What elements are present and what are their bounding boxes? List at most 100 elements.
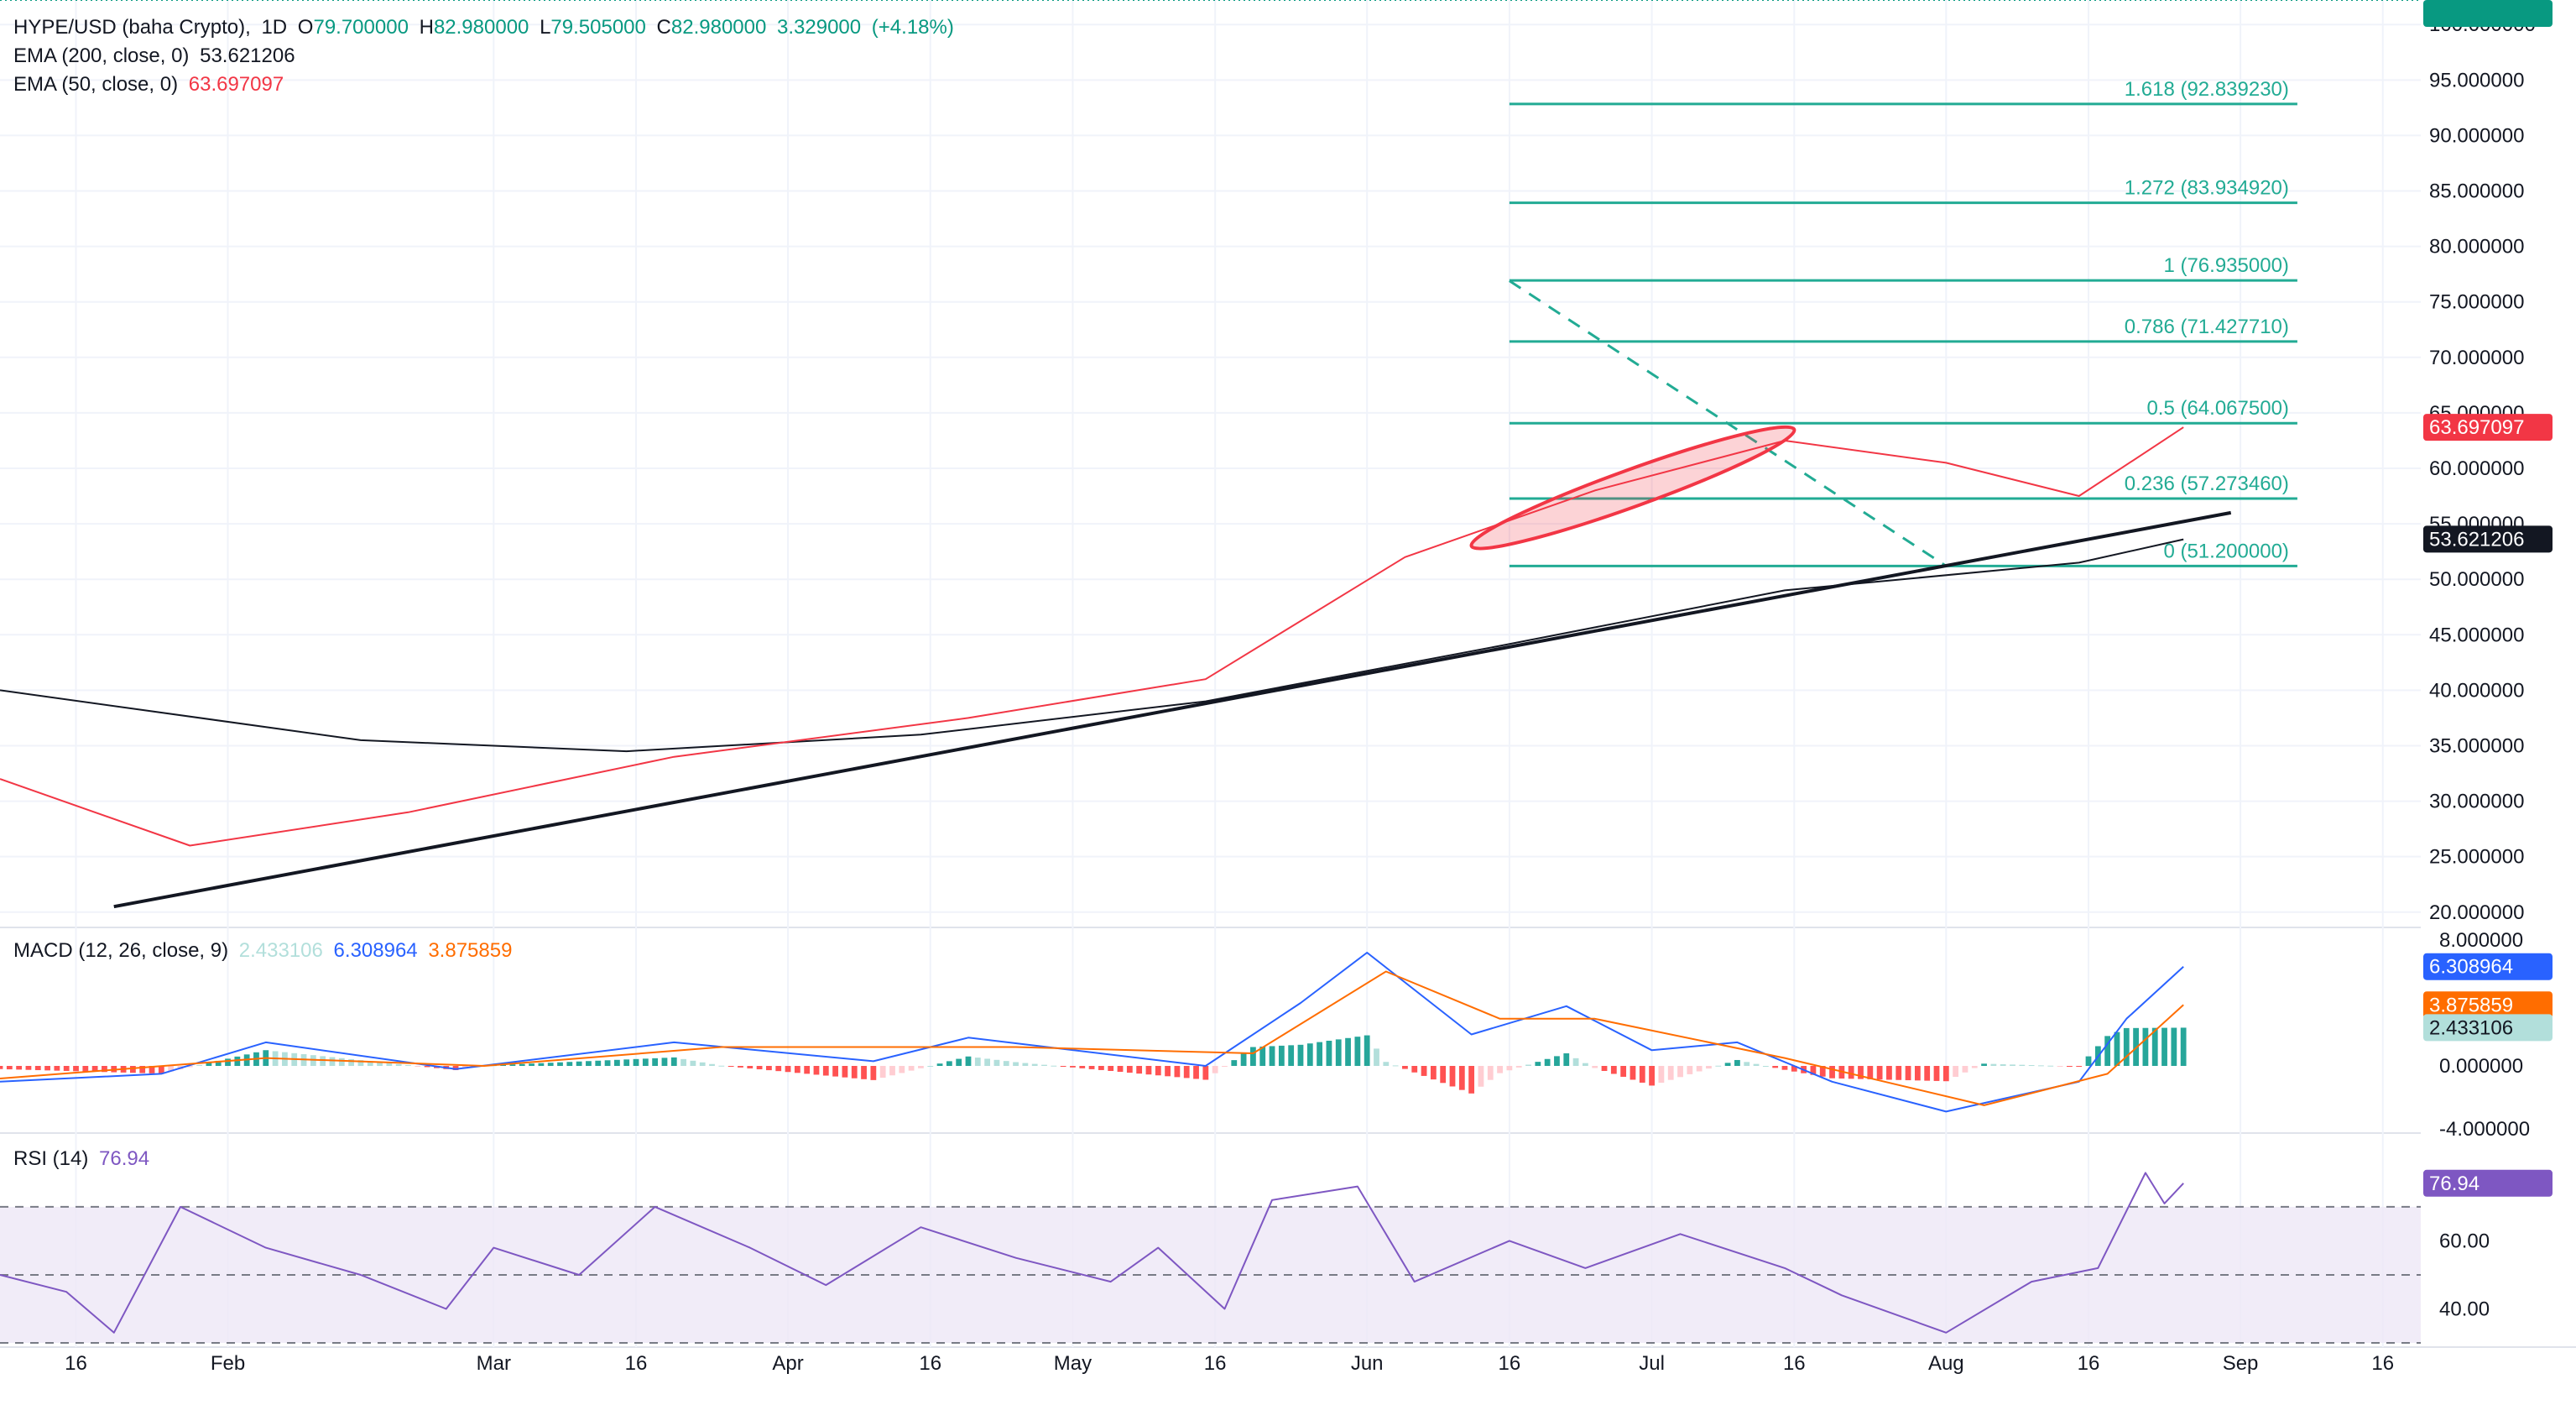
change-percent: (+4.18%) [871, 16, 954, 39]
macd-histogram-bar [1781, 1066, 1788, 1070]
macd-hist-value: 2.433106 [238, 939, 323, 962]
macd-histogram-bar [2000, 1064, 2006, 1066]
macd-histogram-bar [63, 1066, 70, 1071]
macd-histogram-bar [670, 1057, 677, 1066]
macd-histogram-bar [851, 1066, 858, 1079]
x-tick: Mar [477, 1352, 511, 1375]
macd-histogram-bar [1601, 1066, 1608, 1071]
fib-level-label: 0.786 (71.427710) [2125, 316, 2289, 338]
rsi-badge-bg [2423, 1169, 2553, 1197]
macd-histogram-bar [1744, 1062, 1750, 1066]
ema50-line [0, 426, 2184, 847]
macd-histogram-bar [1886, 1066, 1892, 1080]
macd-histogram-bar [1354, 1037, 1361, 1066]
price-y-tick: 70.000000 [2429, 347, 2524, 369]
price-y-tick: 75.000000 [2429, 291, 2524, 314]
change-value: 3.329000 [777, 16, 862, 39]
macd-histogram-bar [1639, 1066, 1645, 1083]
macd-histogram-bar [1079, 1066, 1086, 1068]
x-tick: Jun [1351, 1352, 1384, 1375]
x-tick: 16 [65, 1352, 87, 1375]
macd-histogram-bar [1497, 1066, 1503, 1073]
macd-histogram-bar [1630, 1066, 1636, 1080]
macd-histogram-bar [595, 1060, 602, 1066]
x-tick: 16 [1499, 1352, 1521, 1375]
fib-level-label: 1 (76.935000) [2163, 254, 2288, 277]
macd-histogram-bar [139, 1066, 146, 1073]
macd-histogram-bar [738, 1066, 743, 1068]
macd-histogram-bar [34, 1066, 41, 1071]
signal-badge-bg [2423, 991, 2553, 1019]
macd-histogram-bar [766, 1066, 772, 1071]
macd-histogram-bar [1649, 1066, 1655, 1086]
macd-histogram-bar [1696, 1066, 1703, 1072]
macd-histogram-bar [538, 1063, 545, 1066]
x-tick: Sep [2223, 1352, 2259, 1375]
macd-histogram-bar [1971, 1066, 1978, 1068]
macd-histogram-bar [1687, 1066, 1693, 1074]
price-y-tick: 40.000000 [2429, 679, 2524, 702]
price-y-tick: 85.000000 [2429, 180, 2524, 203]
macd-histogram-bar [1506, 1066, 1513, 1071]
support-trendline [113, 510, 2232, 909]
macd-title: MACD (12, 26, close, 9) [13, 939, 229, 962]
macd-histogram-bar [1876, 1066, 1883, 1080]
macd-histogram-bar [529, 1063, 534, 1066]
macd-histogram-bar [2066, 1066, 2073, 1067]
macd-histogram-bar [1250, 1047, 1256, 1066]
macd-histogram-bar [377, 1062, 383, 1066]
macd-histogram-bar [690, 1060, 696, 1066]
macd-histogram-bar [2028, 1065, 2035, 1067]
ema200-badge: 53.621206 [2429, 528, 2524, 551]
highlight-ellipse [1469, 425, 1796, 551]
macd-histogram-bar [1136, 1066, 1143, 1074]
macd-histogram-bar [405, 1065, 411, 1067]
macd-histogram-bar [1620, 1066, 1627, 1077]
macd-histogram-bar [395, 1063, 402, 1066]
fib-level-label: 0 (51.200000) [2163, 540, 2288, 562]
macd-histogram-bar [1193, 1066, 1199, 1079]
rsi-title: RSI (14) [13, 1147, 89, 1170]
high-value: 82.980000 [433, 16, 529, 39]
macd-histogram-bar [1402, 1066, 1408, 1069]
macd-histogram-bar [1905, 1066, 1911, 1081]
macd-histogram-bar [0, 1066, 3, 1069]
x-tick: 16 [1204, 1352, 1227, 1375]
price-y-tick: 50.000000 [2429, 568, 2524, 591]
macd-histogram-bar [196, 1065, 202, 1067]
x-tick: May [1054, 1352, 1092, 1375]
macd-histogram-bar [2038, 1065, 2044, 1067]
macd-histogram-bar [1288, 1045, 1295, 1066]
x-tick: 16 [625, 1352, 648, 1375]
macd-histogram-bar [1592, 1066, 1598, 1068]
price-y-tick: 35.000000 [2429, 734, 2524, 757]
macd-histogram-bar [1070, 1066, 1076, 1068]
ema200-value: 53.621206 [200, 44, 295, 67]
macd-histogram-bar [709, 1063, 715, 1066]
macd-histogram-bar [1326, 1041, 1332, 1066]
macd-histogram-bar [1317, 1042, 1323, 1066]
macd-histogram-bar [1544, 1058, 1551, 1066]
price-y-tick: 95.000000 [2429, 69, 2524, 91]
rsi-badge: 76.94 [2429, 1173, 2480, 1195]
macd-histogram-bar [1117, 1066, 1124, 1073]
macd-histogram-bar [652, 1058, 659, 1066]
macd-histogram-bar [1734, 1059, 1740, 1066]
macd-histogram-bar [1013, 1062, 1019, 1066]
macd-histogram-bar [785, 1066, 791, 1073]
price-y-tick: 60.000000 [2429, 457, 2524, 480]
macd-histogram-bar [452, 1066, 459, 1070]
macd-histogram-bar [357, 1060, 364, 1066]
x-tick: Aug [1928, 1352, 1964, 1375]
macd-histogram-bar [1953, 1066, 1959, 1077]
last-price-badge: 82.980000 [2429, 0, 2524, 5]
macd-histogram-bar [1706, 1066, 1712, 1069]
macd-histogram-bar [2161, 1027, 2167, 1066]
macd-histogram-bar [1515, 1066, 1522, 1068]
macd-histogram-bar [2019, 1064, 2026, 1066]
macd-histogram-bar [1582, 1063, 1588, 1066]
macd-histogram-bar [519, 1063, 525, 1066]
close-label: C [656, 16, 671, 39]
ema200-badge-bg [2423, 525, 2553, 553]
macd-histogram-bar [1895, 1066, 1902, 1080]
